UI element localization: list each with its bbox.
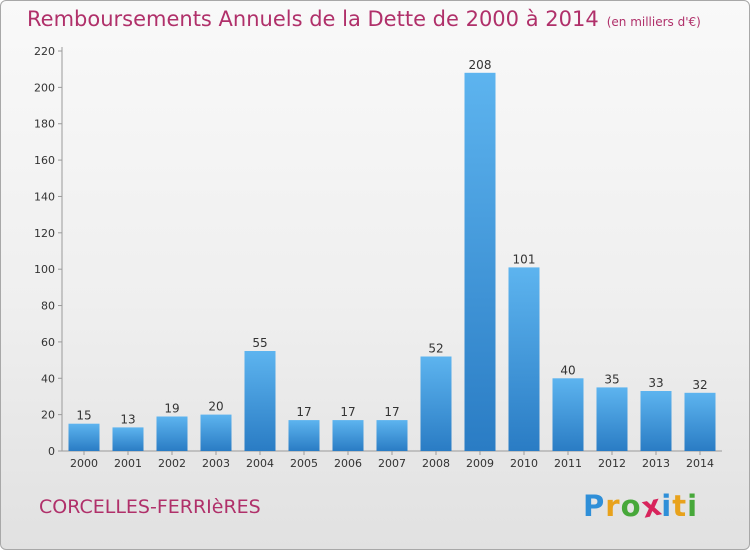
bar-2006 [332, 420, 364, 451]
data-label-2014: 32 [692, 378, 707, 392]
data-label-2002: 19 [164, 401, 179, 415]
y-tick-label: 40 [41, 372, 55, 385]
data-label-2012: 35 [604, 372, 619, 386]
bar-2011 [552, 378, 584, 451]
bar-2007 [376, 420, 408, 451]
y-tick-label: 180 [34, 118, 55, 131]
x-tick-label-2006: 2006 [334, 457, 362, 470]
bar-2014 [684, 392, 716, 451]
bar-2013 [640, 391, 672, 451]
chart-subtitle: (en milliers d'€) [606, 15, 701, 29]
y-tick-label: 60 [41, 336, 55, 349]
x-tick-label-2010: 2010 [510, 457, 538, 470]
y-tick-label: 120 [34, 227, 55, 240]
y-tick-label: 160 [34, 154, 55, 167]
bar-2000 [68, 423, 100, 451]
x-tick-label-2003: 2003 [202, 457, 230, 470]
bar-2004 [244, 351, 276, 451]
data-label-2011: 40 [560, 363, 575, 377]
data-label-2003: 20 [208, 400, 223, 414]
data-label-2004: 55 [252, 336, 267, 350]
data-label-2005: 17 [296, 405, 311, 419]
x-tick-label-2011: 2011 [554, 457, 582, 470]
x-tick-label-2008: 2008 [422, 457, 450, 470]
bar-2008 [420, 356, 452, 451]
x-tick-label-2002: 2002 [158, 457, 186, 470]
x-tick-label-2004: 2004 [246, 457, 274, 470]
y-tick-label: 140 [34, 190, 55, 203]
data-label-2009: 208 [469, 58, 492, 72]
bar-2003 [200, 414, 232, 451]
y-tick-label: 20 [41, 409, 55, 422]
y-tick-label: 200 [34, 81, 55, 94]
x-tick-label-2001: 2001 [114, 457, 142, 470]
x-tick-label-2007: 2007 [378, 457, 406, 470]
x-tick-label-2012: 2012 [598, 457, 626, 470]
data-label-2008: 52 [428, 341, 443, 355]
x-tick-label-2000: 2000 [70, 457, 98, 470]
proxiti-logo: Proxiti [583, 487, 699, 525]
y-tick-label: 80 [41, 300, 55, 313]
y-tick-label: 220 [34, 45, 55, 58]
bar-2010 [508, 267, 540, 451]
data-label-2007: 17 [384, 405, 399, 419]
x-tick-label-2014: 2014 [686, 457, 714, 470]
bar-2002 [156, 416, 188, 451]
x-tick-label-2005: 2005 [290, 457, 318, 470]
commune-name: CORCELLES-FERRIèRES [39, 496, 261, 518]
data-label-2001: 13 [120, 412, 135, 426]
bar-2005 [288, 420, 320, 451]
y-tick-label: 100 [34, 263, 55, 276]
data-label-2013: 33 [648, 376, 663, 390]
bar-2012 [596, 387, 628, 451]
chart-title: Remboursements Annuels de la Dette de 20… [27, 7, 701, 31]
y-tick-label: 0 [48, 445, 55, 458]
bar-2009 [464, 72, 496, 452]
data-label-2000: 15 [76, 409, 91, 423]
data-label-2010: 101 [513, 252, 536, 266]
data-label-2006: 17 [340, 405, 355, 419]
x-tick-label-2013: 2013 [642, 457, 670, 470]
x-tick-label-2009: 2009 [466, 457, 494, 470]
bar-2001 [112, 427, 144, 451]
